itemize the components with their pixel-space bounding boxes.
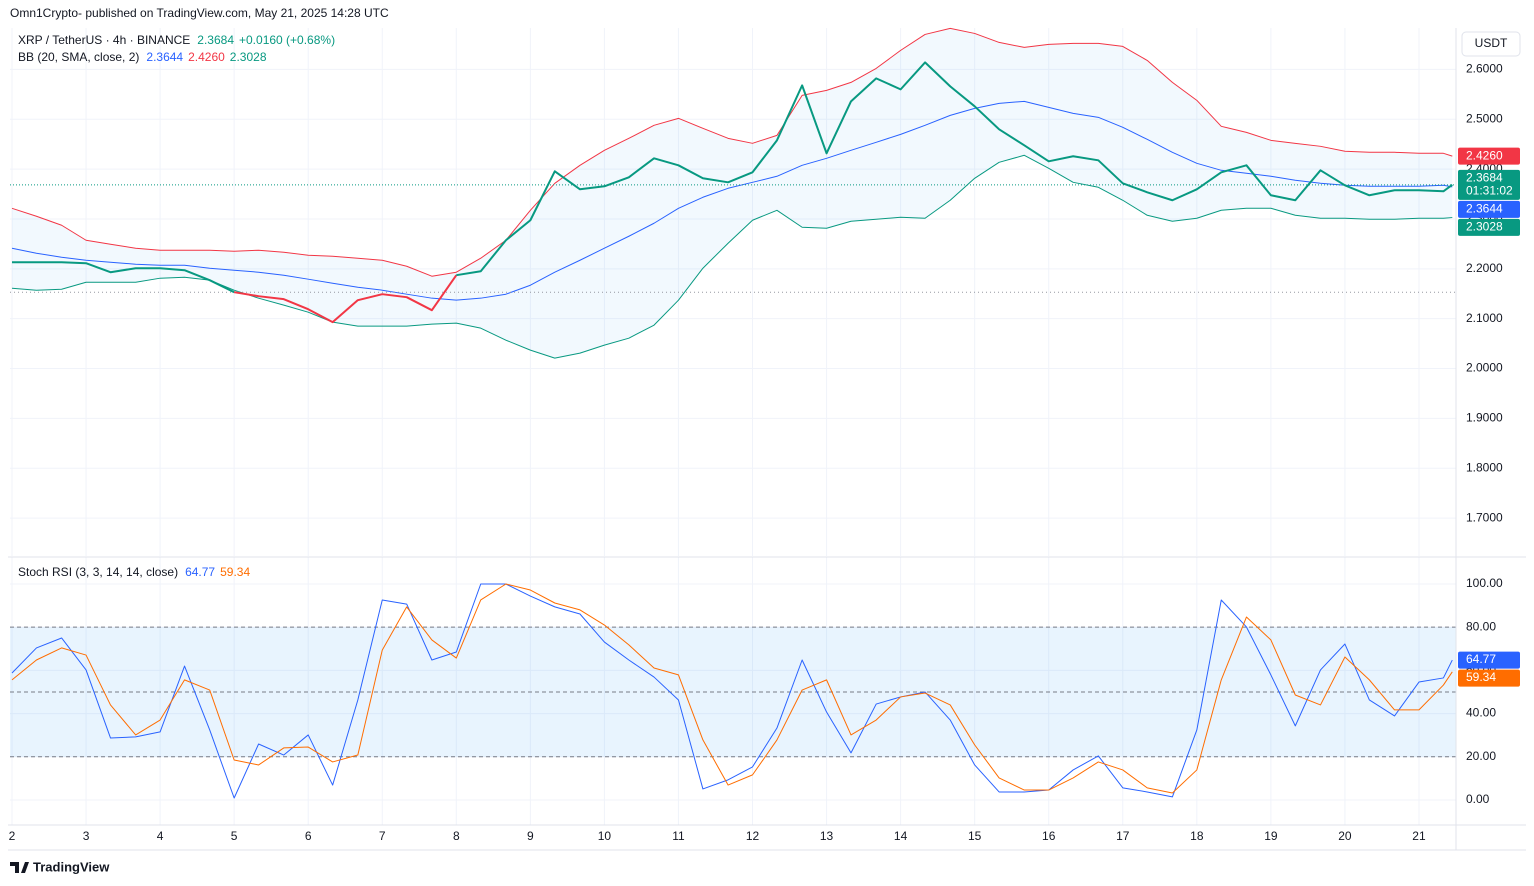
y-tick-label: 2.1000: [1466, 311, 1503, 325]
price-line: [11, 261, 235, 294]
y-tick-label: 20.00: [1466, 749, 1496, 763]
bb-upper-line: [11, 27, 1453, 277]
x-tick-label: 15: [968, 829, 982, 843]
x-tick-label: 9: [527, 829, 534, 843]
y-tick-label: 2.6000: [1466, 62, 1503, 76]
scale-badge: [1458, 169, 1520, 200]
x-tick-label: 2: [9, 829, 16, 843]
scale-badge: [1458, 651, 1520, 669]
stoch-line: [11, 583, 1453, 799]
bb-basis: 2.3644: [146, 50, 183, 64]
scale-badge: [1458, 669, 1520, 687]
y-tick-label: 2.2000: [1466, 261, 1503, 275]
stoch-label: Stoch RSI (3, 3, 14, 14, close): [18, 565, 178, 579]
legend-change: +0.0160 (+0.68%): [239, 33, 335, 47]
band-fill: [11, 28, 1453, 359]
y-tick-label: 80.00: [1466, 619, 1496, 633]
x-tick-label: 17: [1116, 829, 1130, 843]
x-tick-label: 10: [598, 829, 612, 843]
legend-price: 2.3684: [197, 33, 234, 47]
x-tick-label: 8: [453, 829, 460, 843]
scale-badge-label: 59.34: [1466, 670, 1496, 684]
scale-badge: [1458, 218, 1520, 236]
bb-lower: 2.3028: [230, 50, 267, 64]
bb-legend: BB (20, SMA, close, 2) 2.3644 2.4260 2.3028: [18, 50, 267, 64]
scale-badge-label: 2.3028: [1466, 220, 1503, 234]
brand: TradingView: [33, 859, 110, 874]
plot-layer: 2.60002.50002.40002.30002.20002.10002.00…: [9, 27, 1520, 843]
scale-badge-label: 2.3644: [1466, 202, 1503, 216]
logo-icon: [10, 862, 29, 873]
x-tick-label: 19: [1264, 829, 1278, 843]
y-tick-label: 0.00: [1466, 792, 1490, 806]
stoch-line: [11, 583, 1453, 794]
currency-box[interactable]: [1461, 31, 1521, 57]
scale-badge: [1458, 200, 1520, 218]
y-tick-label: 2.5000: [1466, 111, 1503, 125]
scale-badge-label: 2.4260: [1466, 148, 1503, 162]
x-tick-label: 13: [820, 829, 834, 843]
currency[interactable]: USDT: [1475, 36, 1508, 50]
y-tick-label: 1.7000: [1466, 510, 1503, 524]
scale-badge-label: 01:31:02: [1466, 184, 1513, 198]
x-tick-label: 18: [1190, 829, 1204, 843]
y-tick-label: 40.00: [1466, 706, 1496, 720]
y-tick-label: 2.0000: [1466, 361, 1503, 375]
stoch-k: 64.77: [185, 565, 215, 579]
scale-badge: [1458, 147, 1520, 165]
x-tick-label: 21: [1412, 829, 1426, 843]
x-tick-label: 6: [305, 829, 312, 843]
scale-badge-label: 2.3684: [1466, 171, 1503, 185]
y-tick-label: 1.9000: [1466, 411, 1503, 425]
x-tick-label: 16: [1042, 829, 1056, 843]
x-tick-label: 12: [746, 829, 760, 843]
scale-badge-label: 64.77: [1466, 652, 1496, 666]
stoch-legend: Stoch RSI (3, 3, 14, 14, close) 64.77 59.3…: [18, 565, 250, 579]
bb-upper: 2.4260: [188, 50, 225, 64]
x-tick-label: 7: [379, 829, 386, 843]
x-tick-label: 11: [672, 829, 685, 843]
x-tick-label: 14: [894, 829, 908, 843]
symbol: XRP / TetherUS · 4h · BINANCE: [18, 33, 190, 47]
price-line: [233, 274, 458, 324]
symbol-legend: XRP / TetherUS · 4h · BINANCE 2.3684 +0.01…: [18, 33, 335, 47]
bb-label: BB (20, SMA, close, 2): [18, 50, 139, 64]
brand-logo: [10, 862, 29, 873]
x-tick-label: 5: [231, 829, 238, 843]
stoch-d: 59.34: [220, 565, 250, 579]
x-tick-label: 4: [157, 829, 164, 843]
y-tick-label: 100.00: [1466, 576, 1503, 590]
bb-lower-line: [11, 154, 1453, 359]
x-tick-label: 3: [83, 829, 90, 843]
x-tick-label: 20: [1338, 829, 1352, 843]
y-tick-label: 1.8000: [1466, 460, 1503, 474]
publisher: Omn1Crypto- published on TradingView.com…: [10, 6, 389, 20]
price-line: [456, 61, 1453, 277]
